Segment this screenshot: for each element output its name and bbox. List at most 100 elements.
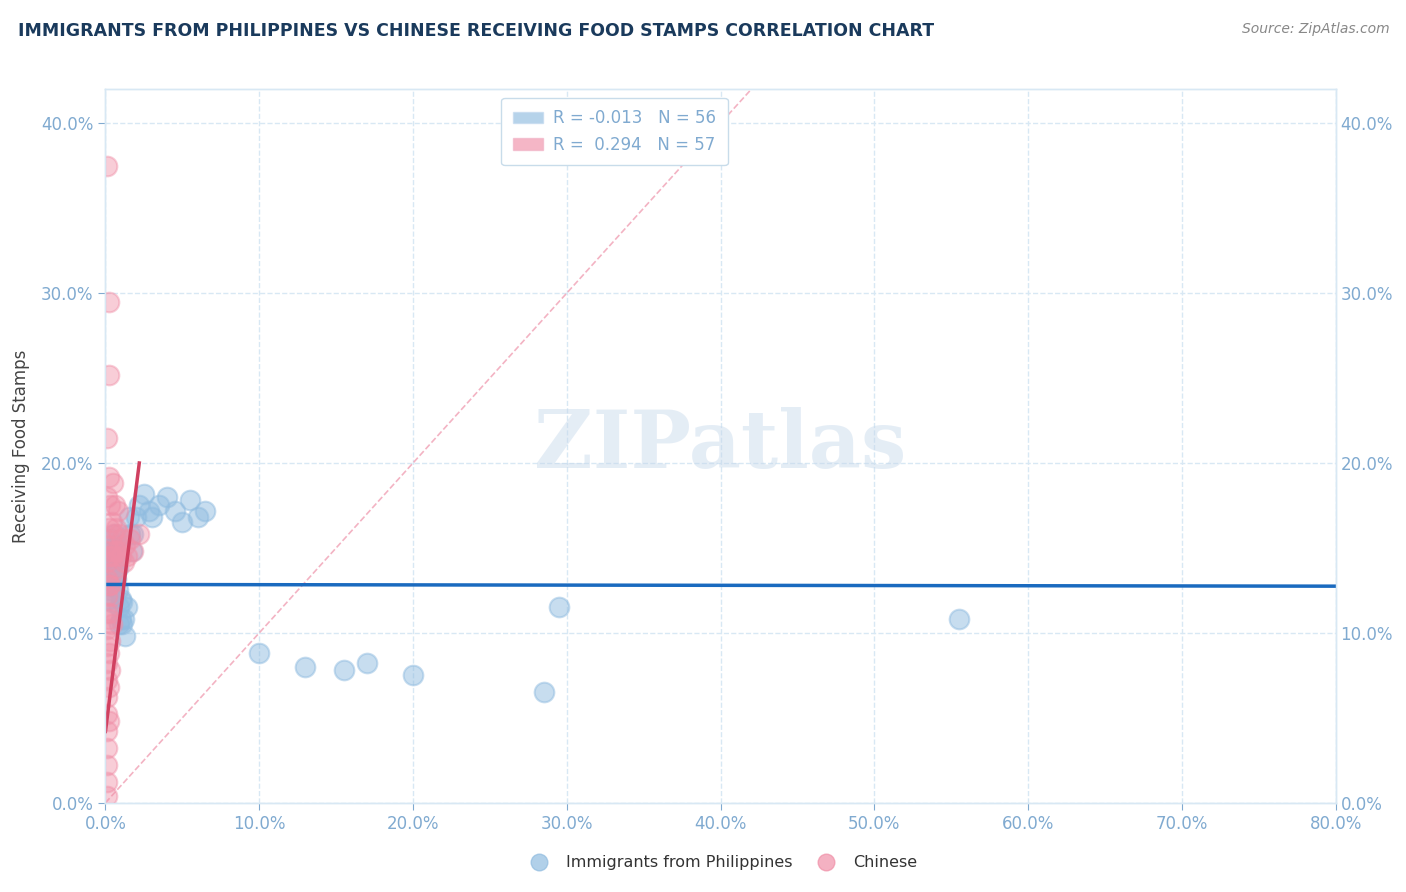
Point [101, 527, 124, 541]
Point [100, 561, 122, 575]
Point [533, 685, 555, 699]
Point [97, 294, 120, 309]
Point [97, 578, 120, 592]
Point [98, 499, 121, 513]
Point [115, 549, 138, 564]
Point [104, 544, 127, 558]
Point [107, 503, 129, 517]
Point [97, 368, 120, 382]
Point [98, 606, 121, 620]
Point [97, 469, 120, 483]
Point [96, 555, 118, 569]
Point [121, 544, 143, 558]
Point [96, 690, 118, 705]
Point [100, 544, 122, 558]
Point [96, 673, 118, 688]
Point [104, 499, 127, 513]
Point [96, 758, 118, 772]
Point [97, 646, 120, 660]
Point [100, 516, 122, 530]
Point [96, 657, 118, 671]
Point [105, 561, 128, 575]
Point [194, 503, 217, 517]
Point [100, 617, 122, 632]
Point [101, 476, 124, 491]
Point [97, 591, 120, 606]
Point [100, 595, 122, 609]
Point [97, 578, 120, 592]
Point [111, 595, 134, 609]
Point [122, 544, 145, 558]
Point [120, 527, 141, 541]
Point [104, 572, 127, 586]
Point [128, 527, 150, 541]
Point [110, 549, 132, 564]
Point [120, 533, 141, 547]
Point [111, 617, 134, 632]
Point [138, 503, 160, 517]
Point [104, 527, 127, 541]
Point [114, 629, 136, 643]
Point [122, 527, 145, 541]
Point [105, 572, 128, 586]
Point [110, 591, 132, 606]
Point [96, 430, 118, 444]
Point [548, 600, 571, 615]
Point [98, 663, 121, 677]
Point [148, 499, 170, 513]
Point [105, 555, 128, 569]
Y-axis label: Receiving Food Stamps: Receiving Food Stamps [13, 350, 30, 542]
Point [187, 510, 209, 524]
Point [112, 612, 135, 626]
Point [97, 520, 120, 534]
Point [108, 600, 131, 615]
Point [108, 617, 131, 632]
Point [163, 503, 186, 517]
Point [96, 640, 118, 654]
Point [172, 516, 194, 530]
Point [112, 555, 135, 569]
Point [107, 544, 129, 558]
Point [96, 789, 118, 803]
Point [98, 533, 121, 547]
Point [98, 544, 121, 558]
Point [107, 544, 129, 558]
Point [105, 520, 128, 534]
Point [96, 623, 118, 637]
Point [96, 490, 118, 504]
Point [107, 583, 129, 598]
Point [125, 510, 148, 524]
Point [110, 612, 132, 626]
Point [101, 574, 124, 589]
Point [98, 634, 121, 648]
Point [156, 490, 179, 504]
Point [108, 527, 131, 541]
Point [128, 499, 150, 513]
Point [247, 646, 270, 660]
Text: ZIPatlas: ZIPatlas [534, 407, 907, 485]
Point [96, 724, 118, 739]
Point [948, 612, 970, 626]
Point [107, 561, 129, 575]
Point [97, 612, 120, 626]
Point [96, 159, 118, 173]
Point [96, 572, 118, 586]
Point [97, 714, 120, 729]
Point [101, 566, 124, 581]
Legend: Immigrants from Philippines, Chinese: Immigrants from Philippines, Chinese [517, 849, 924, 877]
Point [96, 561, 118, 575]
Point [100, 578, 122, 592]
Point [333, 663, 356, 677]
Point [100, 589, 122, 603]
Point [111, 533, 134, 547]
Point [115, 600, 138, 615]
Point [98, 583, 121, 598]
Point [356, 657, 378, 671]
Point [97, 549, 120, 564]
Point [132, 486, 155, 500]
Point [96, 537, 118, 551]
Point [96, 775, 118, 789]
Point [97, 680, 120, 694]
Point [117, 510, 139, 524]
Point [402, 668, 425, 682]
